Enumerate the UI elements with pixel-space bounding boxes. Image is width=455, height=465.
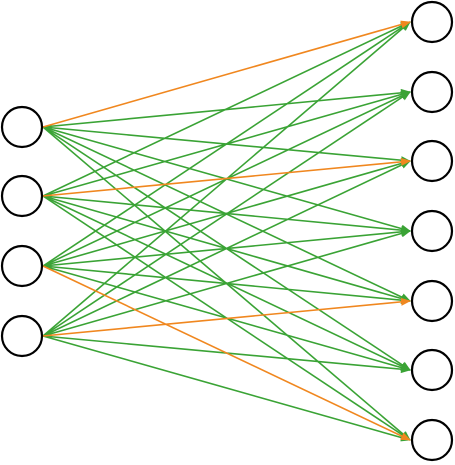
edge (42, 21, 411, 267)
node (410, 279, 454, 323)
edge (42, 265, 411, 441)
node (0, 105, 44, 149)
node (410, 348, 454, 392)
edge (42, 160, 411, 337)
node (0, 174, 44, 218)
edge (42, 91, 411, 337)
edge (42, 20, 411, 128)
node (410, 0, 454, 44)
green-edges (42, 21, 411, 442)
edge (42, 157, 411, 197)
node (410, 418, 454, 462)
node (410, 70, 454, 114)
node (410, 209, 454, 253)
output-nodes (410, 0, 454, 462)
edge (42, 335, 411, 442)
node (0, 314, 44, 358)
node (0, 244, 44, 288)
edge (42, 297, 411, 337)
edge (42, 21, 411, 197)
edge (42, 229, 411, 337)
orange-edges (42, 20, 411, 441)
node (410, 139, 454, 183)
input-nodes (0, 105, 44, 358)
